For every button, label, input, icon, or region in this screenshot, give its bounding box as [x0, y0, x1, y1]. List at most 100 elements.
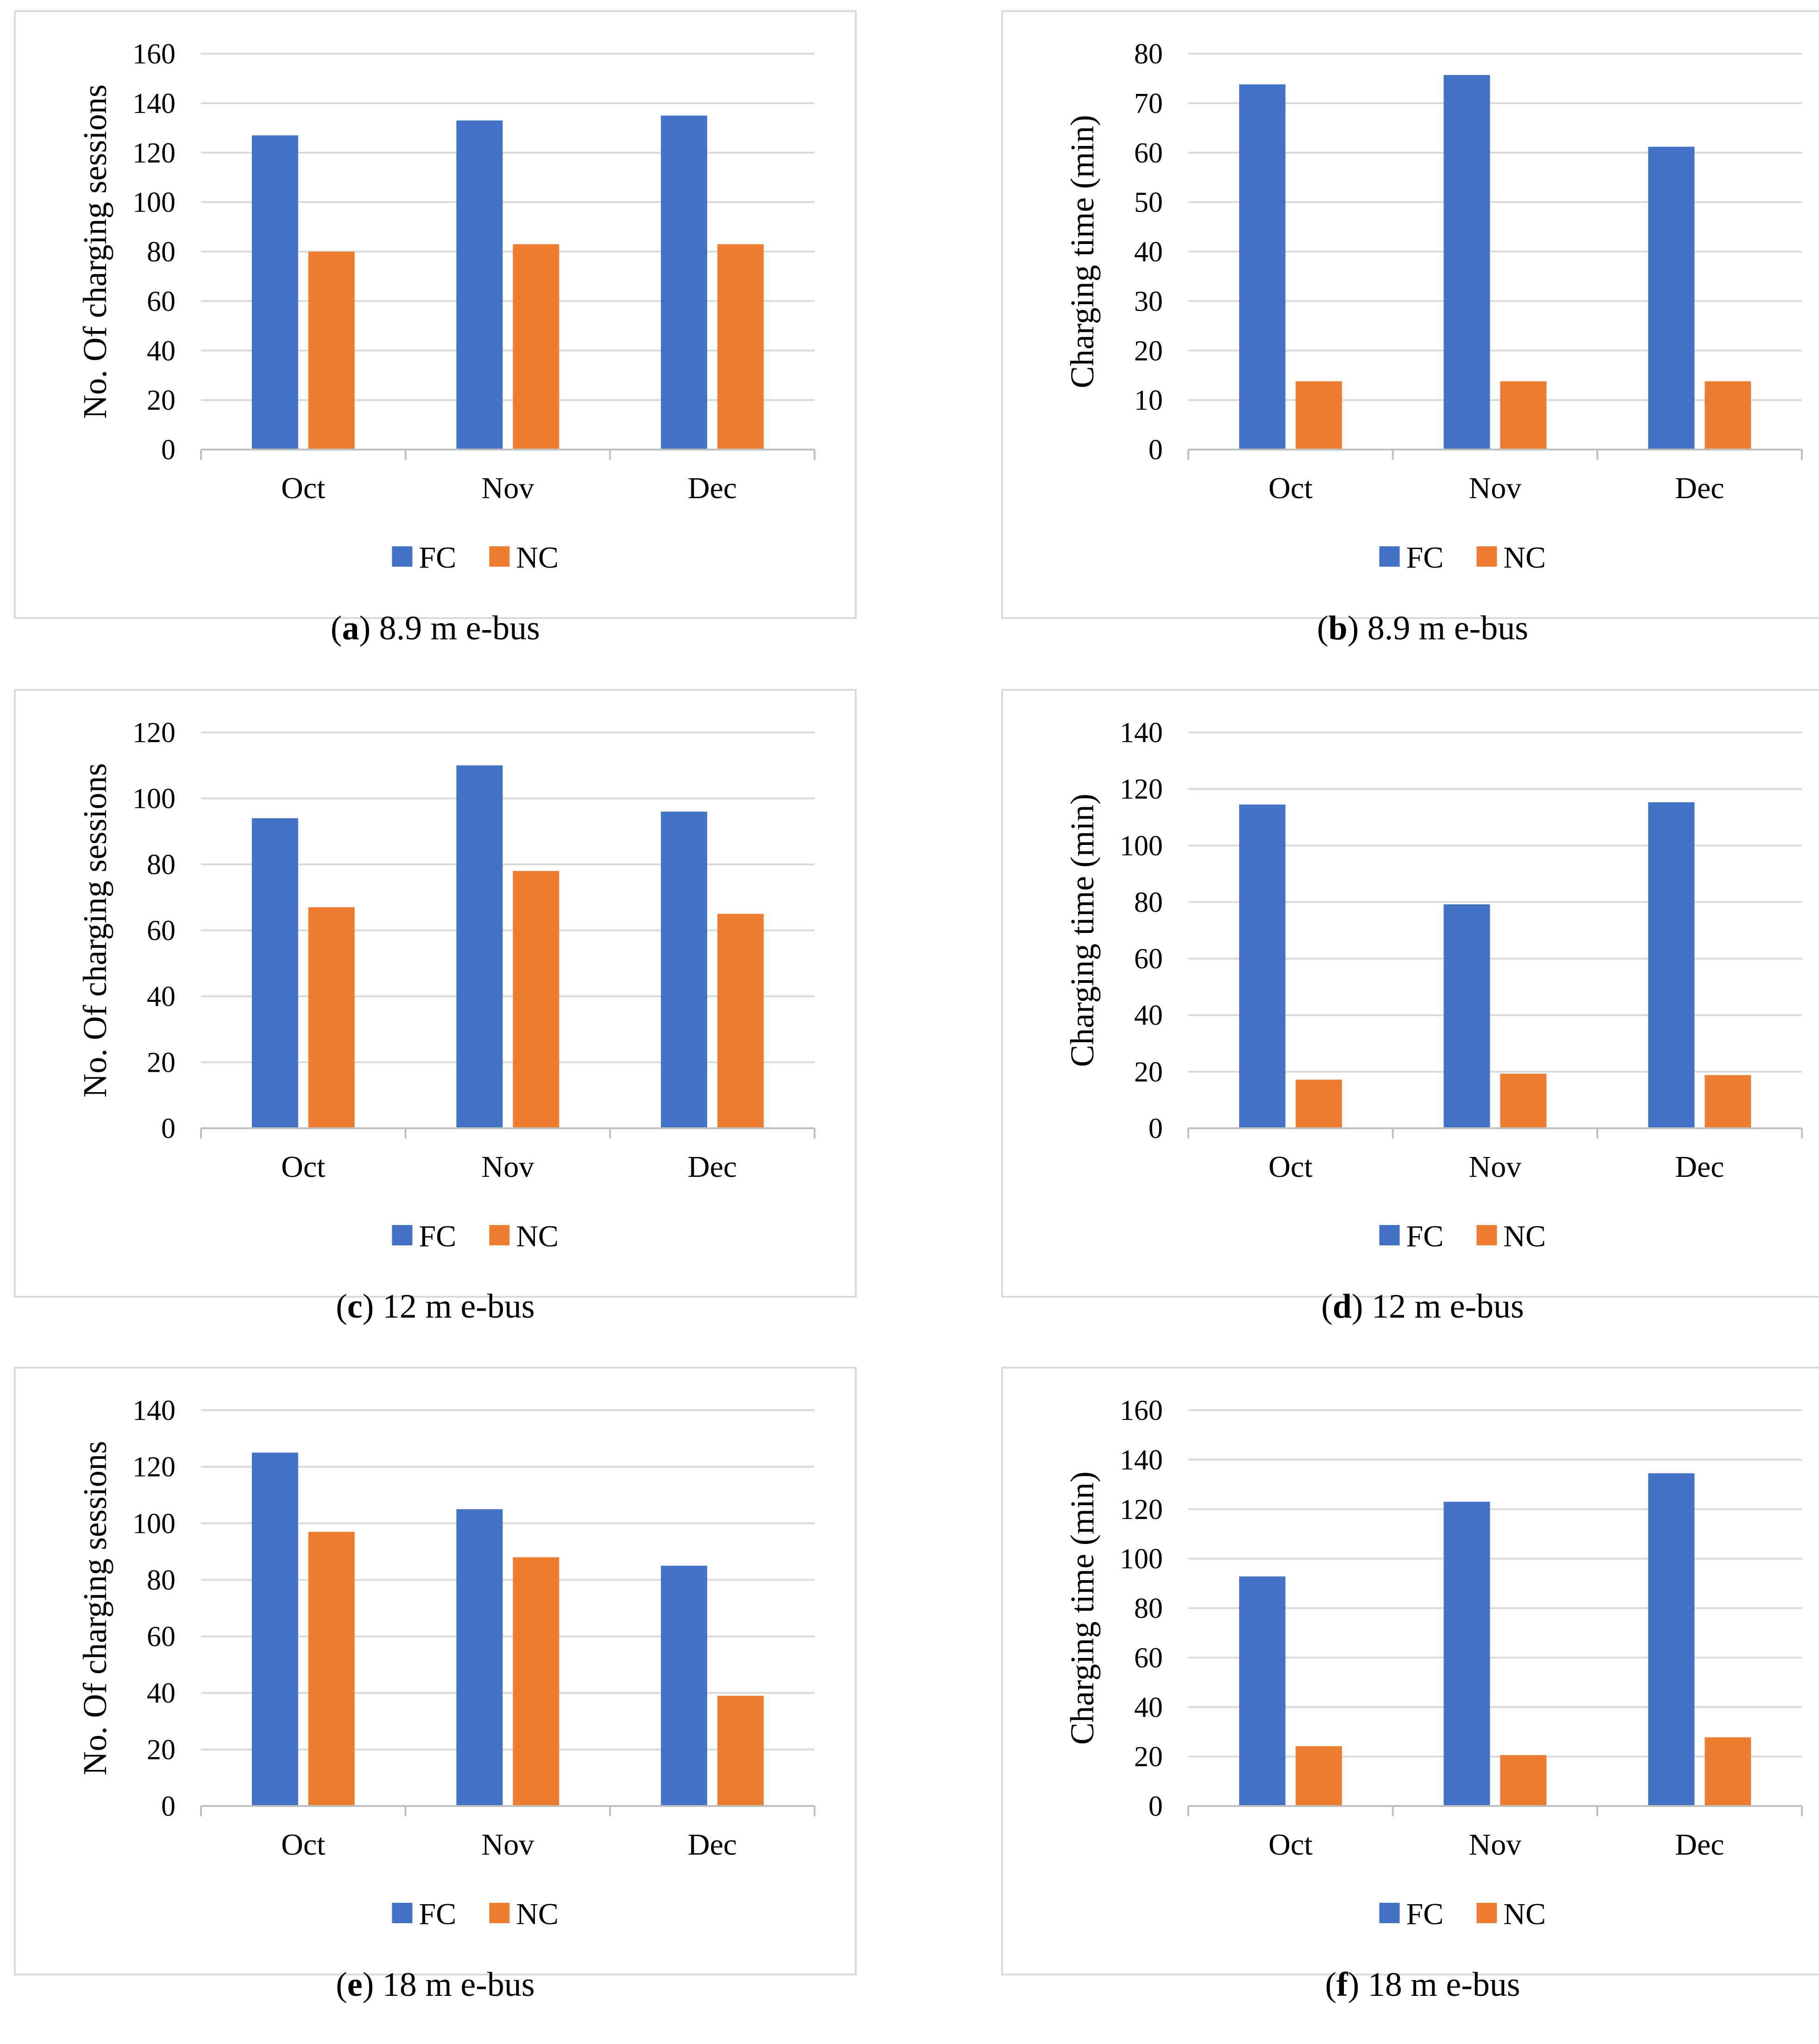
x-category-label: Dec	[688, 1828, 737, 1862]
bar-nc-oct	[1295, 1746, 1342, 1806]
legend-label: FC	[1406, 1897, 1444, 1931]
y-tick-label: 140	[1120, 717, 1163, 749]
caption-f: (f) 18 m e-bus	[1325, 1966, 1520, 2004]
bar-fc-oct	[1239, 1576, 1286, 1806]
legend-item-nc: NC	[489, 1897, 558, 1931]
bar-fc-nov	[1443, 1501, 1490, 1806]
chart-panel-d: 0 20 40 60 80 100 120 140 Oct Nov Dec Charging time…	[1001, 689, 1819, 1298]
legend-swatch	[489, 1903, 510, 1923]
caption-e: (e) 18 m e-bus	[336, 1966, 535, 2004]
y-tick-label: 0	[161, 1791, 176, 1822]
y-tick-label: 40	[1134, 1000, 1163, 1031]
y-tick-label: 100	[1120, 1544, 1163, 1575]
y-tick-label: 40	[147, 981, 176, 1013]
y-axis-title: No. Of charging sessions	[76, 84, 113, 419]
y-axis-title: Charging time (min)	[1064, 1471, 1101, 1745]
x-category-label: Nov	[482, 1150, 534, 1184]
y-tick-label: 20	[147, 385, 176, 416]
caption-b: (b) 8.9 m e-bus	[1317, 609, 1529, 647]
y-tick-label: 140	[132, 1395, 176, 1426]
legend-swatch	[392, 546, 413, 567]
bar-nc-nov	[513, 244, 559, 450]
caption-letter: a	[342, 609, 359, 647]
legend-label: FC	[419, 1897, 457, 1931]
legend-label: FC	[1406, 1219, 1444, 1253]
bar-fc-dec	[661, 115, 708, 450]
legend-item-nc: NC	[1476, 541, 1546, 575]
y-tick-label: 80	[147, 1564, 176, 1596]
y-tick-label: 10	[1134, 385, 1163, 416]
y-tick-label: 60	[1134, 944, 1163, 975]
legend-swatch	[392, 1903, 413, 1923]
chart-svg: 0 10 20 30 40 50 60 70 80 Oct Nov Dec Charging time …	[1064, 38, 1803, 575]
y-tick-label: 0	[161, 1113, 176, 1144]
y-tick-label: 140	[1120, 1444, 1163, 1476]
x-category-label: Dec	[688, 1150, 737, 1184]
y-axis-title: No. Of charging sessions	[76, 763, 113, 1098]
bar-nc-nov	[1500, 381, 1547, 450]
bar-fc-nov	[1443, 75, 1490, 450]
y-tick-label: 60	[1134, 138, 1163, 169]
chart-panel-c: 0 20 40 60 80 100 120 Oct Nov Dec No. Of charging …	[14, 689, 857, 1298]
legend-item-fc: FC	[1379, 1897, 1444, 1931]
x-category-label: Dec	[1675, 471, 1724, 505]
caption-letter: c	[347, 1288, 363, 1325]
bar-fc-oct	[251, 818, 298, 1128]
caption-c: (c) 12 m e-bus	[336, 1288, 535, 1325]
y-tick-label: 20	[147, 1734, 176, 1766]
y-axis-title: No. Of charging sessions	[76, 1441, 113, 1775]
y-tick-label: 20	[1134, 1741, 1163, 1773]
bar-nc-dec	[717, 913, 764, 1128]
bar-nc-nov	[1500, 1755, 1547, 1806]
y-tick-label: 0	[1148, 1113, 1163, 1144]
x-category-label: Nov	[482, 1828, 534, 1862]
y-tick-label: 80	[1134, 1593, 1163, 1625]
y-tick-label: 40	[147, 1678, 176, 1709]
caption-d: (d) 12 m e-bus	[1321, 1288, 1524, 1325]
y-tick-label: 40	[1134, 237, 1163, 268]
y-tick-label: 140	[132, 88, 176, 119]
bar-fc-dec	[661, 812, 708, 1128]
legend-label: NC	[516, 541, 559, 575]
caption-letter: d	[1332, 1288, 1352, 1325]
bar-nc-dec	[717, 1695, 764, 1806]
x-category-label: Nov	[1469, 1828, 1522, 1862]
caption-text: 18 m e-bus	[382, 1966, 535, 2004]
legend-swatch	[1476, 546, 1497, 567]
bar-nc-oct	[308, 251, 355, 450]
caption-text: 8.9 m e-bus	[1367, 609, 1529, 647]
x-category-label: Oct	[1268, 1150, 1312, 1184]
y-tick-label: 20	[1134, 1056, 1163, 1088]
chart-svg: 0 20 40 60 80 100 120 Oct Nov Dec No. Of charging …	[76, 717, 815, 1253]
y-tick-label: 30	[1134, 286, 1163, 317]
y-tick-label: 50	[1134, 187, 1163, 219]
y-tick-label: 120	[1120, 1494, 1163, 1525]
legend-item-fc: FC	[392, 1219, 456, 1253]
bar-fc-oct	[1239, 84, 1286, 450]
bar-nc-oct	[308, 1531, 355, 1806]
y-tick-label: 80	[147, 849, 176, 881]
legend-item-nc: NC	[1476, 1897, 1546, 1931]
legend-swatch	[1379, 1903, 1400, 1923]
legend-item-fc: FC	[392, 541, 456, 575]
legend-label: NC	[1504, 1219, 1546, 1253]
bar-fc-nov	[1443, 904, 1490, 1128]
caption-text: 18 m e-bus	[1367, 1966, 1520, 2004]
bar-fc-oct	[1239, 804, 1286, 1128]
caption-text: 8.9 m e-bus	[379, 609, 540, 647]
bar-nc-nov	[1500, 1074, 1547, 1128]
y-tick-label: 80	[147, 237, 176, 268]
bar-fc-dec	[1648, 802, 1695, 1128]
x-category-label: Nov	[1469, 471, 1522, 505]
legend-swatch	[1476, 1225, 1497, 1245]
caption-letter: f	[1336, 1966, 1348, 2004]
bar-fc-nov	[456, 1509, 503, 1806]
y-tick-label: 70	[1134, 88, 1163, 119]
x-category-label: Nov	[482, 471, 534, 505]
x-category-label: Oct	[281, 1828, 325, 1862]
y-tick-label: 160	[132, 38, 176, 70]
y-tick-label: 60	[147, 915, 176, 947]
y-tick-label: 40	[1134, 1692, 1163, 1723]
bar-nc-dec	[1705, 381, 1751, 450]
y-tick-label: 40	[147, 335, 176, 367]
